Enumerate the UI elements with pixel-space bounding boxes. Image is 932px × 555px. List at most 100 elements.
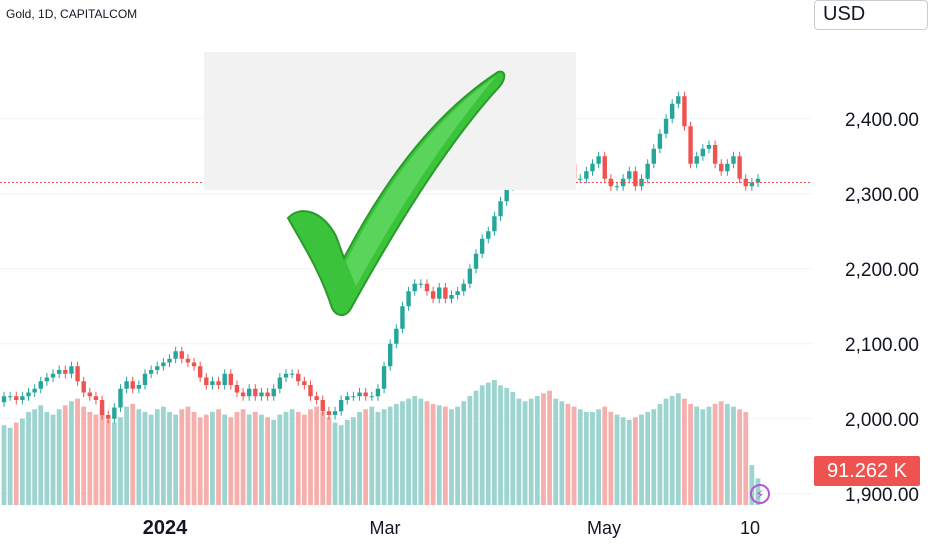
candle-body	[87, 392, 93, 397]
candle-body	[400, 306, 405, 329]
candle-body	[694, 156, 699, 164]
volume-bar	[724, 403, 730, 505]
x-tick-label: 2024	[143, 517, 188, 539]
candle-body	[719, 163, 724, 172]
volume-bar	[142, 411, 148, 505]
volume-bar	[436, 405, 442, 505]
lightning-bolt-icon[interactable]: ⚡	[750, 484, 770, 504]
volume-bar	[185, 406, 191, 505]
currency-selector[interactable]: USD	[814, 0, 928, 30]
volume-bar	[749, 465, 755, 505]
volume-bar	[105, 419, 111, 505]
candle-body	[737, 156, 742, 179]
candle-body	[240, 392, 246, 397]
candle-body	[332, 411, 338, 415]
candle-body	[461, 283, 466, 292]
y-tick-label: 2,000.00	[845, 410, 919, 431]
symbol-title: Gold, 1D, CAPITALCOM	[6, 7, 138, 21]
volume-bar	[289, 409, 295, 505]
candle-body	[185, 358, 191, 363]
volume-bar	[167, 411, 172, 505]
candle-body	[271, 388, 276, 397]
volume-bar	[357, 411, 362, 505]
volume-bar	[1, 425, 7, 505]
volume-bar	[295, 411, 301, 505]
candle-body	[479, 238, 485, 254]
volume-bar	[191, 411, 197, 505]
candle-body	[216, 381, 221, 385]
volume-bar	[338, 425, 344, 505]
volume-badge: 91.262 K	[814, 456, 920, 486]
volume-bar	[252, 411, 258, 505]
candle-body	[381, 366, 387, 389]
volume-bar	[320, 411, 326, 505]
candle-body	[449, 295, 454, 299]
candle-body	[148, 370, 154, 374]
x-tick-label: 10	[740, 518, 760, 538]
candle-body	[167, 358, 172, 363]
volume-bar	[160, 406, 166, 505]
volume-bar	[675, 393, 681, 505]
volume-bar	[565, 403, 571, 505]
candle-body	[81, 381, 86, 393]
candle-body	[247, 388, 252, 397]
candle-body	[308, 385, 313, 397]
volume-bar	[620, 417, 626, 505]
candle-body	[130, 381, 135, 389]
volume-bar	[369, 406, 375, 505]
volume-bar	[424, 401, 430, 505]
candle-body	[63, 370, 68, 374]
volume-bar	[240, 409, 246, 505]
candle-body	[669, 103, 675, 119]
volume-bar	[694, 406, 700, 505]
volume-bar	[38, 405, 44, 505]
candle-body	[38, 381, 43, 389]
candle-body	[375, 388, 381, 397]
volume-bar	[393, 403, 399, 505]
volume-bar	[234, 411, 240, 505]
candle-body	[357, 392, 362, 397]
volume-bar	[504, 387, 510, 505]
volume-bar	[492, 380, 497, 505]
candle-body	[289, 373, 295, 375]
volume-bars	[1, 380, 761, 505]
volume-bar	[400, 401, 405, 505]
volume-bar	[614, 414, 620, 505]
volume-bar	[7, 427, 13, 505]
volume-bar	[62, 405, 68, 505]
volume-bar	[712, 403, 718, 505]
candle-body	[620, 178, 626, 187]
candle-body	[265, 392, 270, 397]
x-axis: 2024 Mar May 10	[143, 517, 760, 539]
volume-bar	[706, 406, 712, 505]
y-axis: 1,900.00 2,000.00 2,100.00 2,200.00 2,300.00…	[845, 110, 919, 506]
candle-body	[210, 381, 215, 385]
volume-bar	[632, 417, 638, 505]
volume-bar	[547, 390, 552, 505]
volume-bar	[130, 403, 136, 505]
candle-body	[314, 396, 319, 400]
volume-bar	[583, 411, 589, 505]
volume-bar	[32, 409, 38, 505]
candle-body	[633, 171, 638, 187]
candle-body	[26, 392, 31, 397]
candle-body	[320, 400, 325, 412]
volume-bar	[485, 382, 491, 505]
volume-bar	[700, 409, 706, 505]
volume-bar	[412, 395, 418, 505]
volume-bar	[602, 406, 608, 505]
volume-bar	[461, 401, 467, 505]
candle-body	[283, 373, 289, 378]
volume-bar	[608, 411, 614, 505]
volume-bar	[87, 411, 93, 505]
candle-body	[492, 216, 497, 232]
candle-body	[387, 343, 393, 367]
candle-body	[338, 400, 344, 412]
candle-body	[296, 373, 301, 382]
volume-bar	[351, 417, 356, 505]
candle-body	[173, 351, 178, 359]
candle-body	[351, 396, 356, 398]
y-tick-label: 2,200.00	[845, 260, 919, 281]
